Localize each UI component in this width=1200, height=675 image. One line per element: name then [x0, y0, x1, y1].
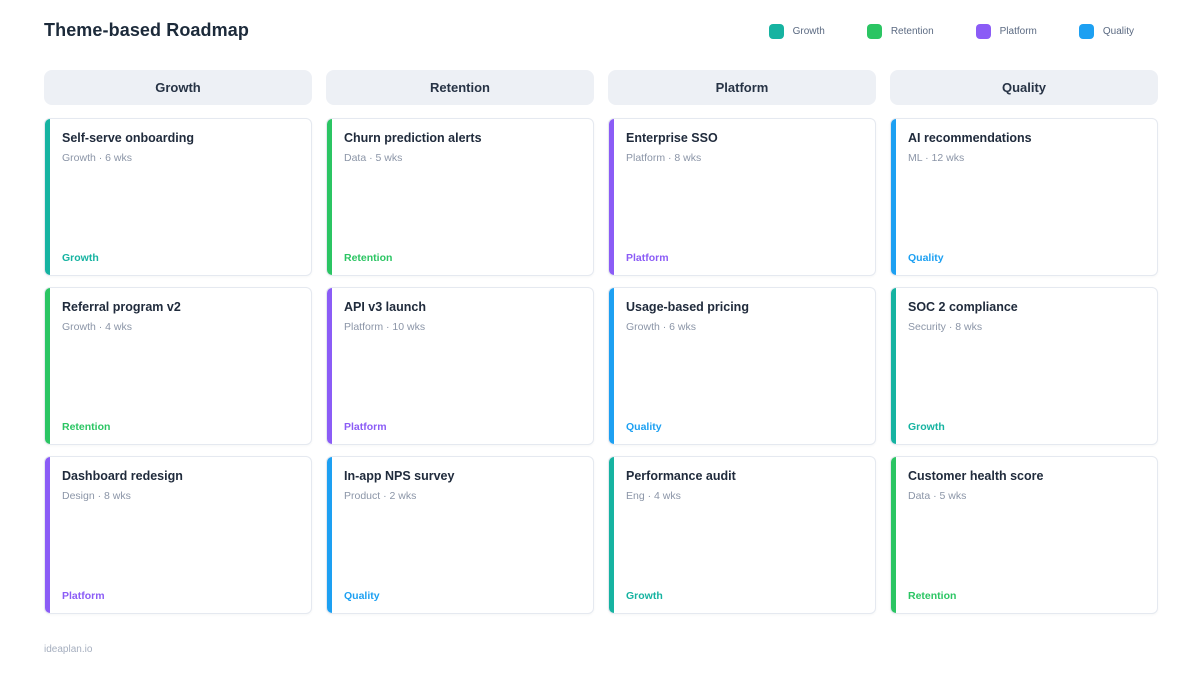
roadmap-card[interactable]: Performance audit Eng · 4 wks Growth [608, 456, 876, 614]
roadmap-card[interactable]: API v3 launch Platform · 10 wks Platform [326, 287, 594, 445]
legend-label: Growth [792, 26, 825, 37]
card-title: SOC 2 compliance [908, 300, 1018, 314]
card-body: API v3 launch Platform · 10 wks Platform [327, 288, 593, 444]
card-title: Dashboard redesign [62, 469, 183, 483]
roadmap-card[interactable]: Self-serve onboarding Growth · 6 wks Growt… [44, 118, 312, 276]
card-theme-tag: Quality [344, 590, 380, 602]
card-body: AI recommendations ML · 12 wks Quality [891, 119, 1157, 275]
growth-swatch-icon [768, 24, 784, 39]
card-accent-bar [327, 288, 332, 444]
legend-item-retention: Retention [866, 24, 934, 39]
card-theme-tag: Growth [908, 421, 945, 433]
retention-swatch-icon [866, 24, 882, 39]
column-retention: Retention Churn prediction alerts Data · 5… [326, 70, 594, 625]
card-accent-bar [609, 457, 614, 613]
card-body: Dashboard redesign Design · 8 wks Platform [45, 457, 311, 613]
card-meta: Growth · 4 wks [62, 321, 133, 333]
card-meta: ML · 12 wks [908, 152, 965, 164]
column-platform: Platform Enterprise SSO Platform · 8 wks Pl… [608, 70, 876, 625]
column-header-quality: Quality [890, 70, 1158, 105]
card-body: Usage-based pricing Growth · 6 wks Quality [609, 288, 875, 444]
card-accent-bar [45, 119, 50, 275]
card-theme-tag: Quality [908, 252, 944, 264]
legend-item-quality: Quality [1078, 24, 1134, 39]
legend-label: Retention [890, 26, 934, 37]
card-meta: Platform · 8 wks [626, 152, 702, 164]
card-accent-bar [891, 457, 896, 613]
card-meta: Growth · 6 wks [62, 152, 133, 164]
card-theme-tag: Retention [908, 590, 957, 602]
card-accent-bar [327, 457, 332, 613]
card-accent-bar [891, 119, 896, 275]
roadmap-card[interactable]: Referral program v2 Growth · 4 wks Retenti… [44, 287, 312, 445]
card-accent-bar [609, 288, 614, 444]
card-meta: Eng · 4 wks [626, 490, 681, 502]
roadmap-card[interactable]: Usage-based pricing Growth · 6 wks Quality [608, 287, 876, 445]
column-header-platform: Platform [608, 70, 876, 105]
card-meta: Growth · 6 wks [626, 321, 697, 333]
card-meta: Data · 5 wks [908, 490, 967, 502]
card-meta: Platform · 10 wks [344, 321, 426, 333]
card-accent-bar [45, 288, 50, 444]
column-quality: Quality AI recommendations ML · 12 wks Qual… [890, 70, 1158, 625]
card-title: Self-serve onboarding [62, 131, 194, 145]
topbar: Theme-based Roadmap Growth Retention Platf… [44, 18, 1158, 62]
card-title: Churn prediction alerts [344, 131, 482, 145]
card-title: Referral program v2 [62, 300, 181, 314]
card-theme-tag: Platform [62, 590, 105, 602]
card-title: Usage-based pricing [626, 300, 749, 314]
column-header-growth: Growth [44, 70, 312, 105]
card-theme-tag: Growth [62, 252, 99, 264]
page-title: Theme-based Roadmap [44, 20, 249, 40]
roadmap-card[interactable]: SOC 2 compliance Security · 8 wks Growth [890, 287, 1158, 445]
roadmap-card[interactable]: Enterprise SSO Platform · 8 wks Platform [608, 118, 876, 276]
roadmap-card[interactable]: Churn prediction alerts Data · 5 wks Reten… [326, 118, 594, 276]
column-growth: Growth Self-serve onboarding Growth · 6 wk… [44, 70, 312, 625]
card-accent-bar [609, 119, 614, 275]
card-title: Enterprise SSO [626, 131, 718, 145]
card-body: In-app NPS survey Product · 2 wks Quality [327, 457, 593, 613]
card-body: SOC 2 compliance Security · 8 wks Growth [891, 288, 1157, 444]
card-body: Churn prediction alerts Data · 5 wks Reten… [327, 119, 593, 275]
card-body: Self-serve onboarding Growth · 6 wks Growt… [45, 119, 311, 275]
roadmap-board: Growth Self-serve onboarding Growth · 6 wk… [44, 70, 1158, 625]
card-meta: Security · 8 wks [908, 321, 983, 333]
legend-item-platform: Platform [975, 24, 1037, 39]
card-title: In-app NPS survey [344, 469, 455, 483]
card-theme-tag: Platform [626, 252, 669, 264]
roadmap-card[interactable]: Dashboard redesign Design · 8 wks Platform [44, 456, 312, 614]
card-accent-bar [45, 457, 50, 613]
card-title: API v3 launch [344, 300, 426, 314]
card-theme-tag: Retention [344, 252, 393, 264]
card-title: AI recommendations [908, 131, 1032, 145]
legend-label: Platform [999, 26, 1037, 37]
legend: Growth Retention Platform Quality [768, 18, 1134, 39]
card-theme-tag: Growth [626, 590, 663, 602]
card-body: Performance audit Eng · 4 wks Growth [609, 457, 875, 613]
column-header-retention: Retention [326, 70, 594, 105]
card-theme-tag: Retention [62, 421, 111, 433]
card-title: Performance audit [626, 469, 736, 483]
platform-swatch-icon [975, 24, 991, 39]
card-theme-tag: Platform [344, 421, 387, 433]
footer-watermark: ideaplan.io [44, 644, 93, 655]
roadmap-card[interactable]: Customer health score Data · 5 wks Retenti… [890, 456, 1158, 614]
card-meta: Design · 8 wks [62, 490, 131, 502]
card-title: Customer health score [908, 469, 1044, 483]
card-meta: Data · 5 wks [344, 152, 403, 164]
legend-label: Quality [1102, 26, 1134, 37]
card-body: Customer health score Data · 5 wks Retenti… [891, 457, 1157, 613]
quality-swatch-icon [1078, 24, 1094, 39]
card-theme-tag: Quality [626, 421, 662, 433]
card-body: Referral program v2 Growth · 4 wks Retenti… [45, 288, 311, 444]
roadmap-card[interactable]: In-app NPS survey Product · 2 wks Quality [326, 456, 594, 614]
card-body: Enterprise SSO Platform · 8 wks Platform [609, 119, 875, 275]
card-accent-bar [327, 119, 332, 275]
card-meta: Product · 2 wks [344, 490, 417, 502]
legend-item-growth: Growth [768, 24, 825, 39]
roadmap-card[interactable]: AI recommendations ML · 12 wks Quality [890, 118, 1158, 276]
card-accent-bar [891, 288, 896, 444]
